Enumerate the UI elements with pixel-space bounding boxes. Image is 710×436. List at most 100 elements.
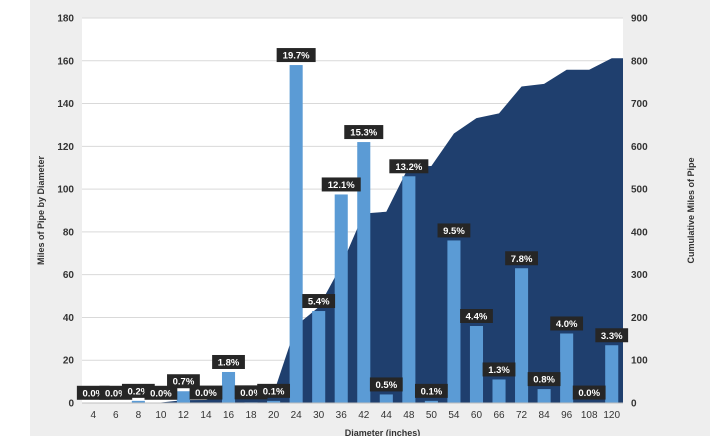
x-tick-label: 6 (113, 410, 119, 421)
bar-84 (537, 389, 551, 403)
y2-tick-label: 800 (631, 56, 648, 67)
x-axis-title: Diameter (inches) (345, 428, 421, 436)
data-label-box (257, 383, 291, 398)
data-label-box (572, 385, 606, 400)
data-label-box (550, 316, 584, 331)
x-tick-label: 30 (313, 410, 325, 421)
y-tick-label: 0 (68, 399, 74, 410)
data-label-30: 5.4% (302, 294, 336, 309)
data-label-box (212, 354, 245, 369)
data-label-box (460, 309, 493, 323)
data-label-text: 1.8% (218, 357, 240, 368)
y-tick-label: 80 (63, 227, 75, 238)
data-label-box (505, 251, 538, 266)
chart-frame: 0.0% 0.0% 0.2% 0.0% 0.7% 0.0% 1.8% 0.0% 0.1% 19.7… (30, 0, 710, 436)
x-tick-label: 20 (268, 410, 280, 421)
data-label-box (527, 372, 561, 387)
y-tick-label: 60 (63, 270, 75, 281)
data-label-108: 0.0% (572, 385, 606, 400)
data-label-box (189, 385, 223, 400)
data-label-box (276, 48, 316, 63)
x-tick-label: 72 (516, 410, 528, 421)
data-label-text: 0.2% (128, 386, 150, 397)
data-label-96: 4.0% (550, 316, 584, 331)
data-label-text: 0.5% (375, 380, 397, 391)
data-label-12: 0.7% (167, 374, 200, 389)
data-label-text: 0.0% (578, 388, 600, 399)
y2-axis-title: Cumulative Miles of Pipe (686, 157, 696, 263)
data-label-120: 3.3% (595, 328, 629, 343)
data-label-text: 13.2% (395, 162, 422, 173)
data-label-text: 0.0% (105, 388, 127, 399)
bar-96 (560, 333, 574, 403)
data-label-text: 9.5% (443, 226, 465, 237)
data-label-20: 0.1% (257, 383, 291, 398)
bar-72 (515, 268, 529, 403)
data-label-box (595, 328, 629, 343)
data-label-text: 15.3% (350, 128, 377, 139)
data-label-box (321, 177, 361, 192)
bar-48 (402, 176, 416, 403)
data-label-14: 0.0% (189, 385, 223, 400)
data-label-text: 0.8% (533, 375, 555, 386)
x-tick-label: 54 (448, 410, 460, 421)
data-label-box (167, 374, 200, 389)
x-tick-label: 96 (561, 410, 573, 421)
y2-tick-label: 500 (631, 185, 648, 196)
bar-42 (357, 142, 371, 404)
data-label-text: 5.4% (308, 297, 330, 308)
data-label-24: 19.7% (276, 48, 316, 63)
data-label-box (344, 125, 384, 140)
bar-16 (221, 371, 236, 403)
y-tick-label: 160 (57, 56, 74, 67)
data-label-text: 0.0% (195, 388, 217, 399)
x-tick-label: 10 (155, 410, 167, 421)
data-label-44: 0.5% (369, 377, 403, 392)
y-axis-title: Miles of Pipe by Diameter (36, 155, 46, 265)
data-label-text: 4.4% (466, 312, 488, 323)
x-tick-label: 36 (336, 410, 348, 421)
x-tick-label: 108 (581, 410, 598, 421)
data-label-66: 1.3% (482, 362, 516, 377)
bar-120 (605, 345, 619, 403)
data-label-42: 15.3% (344, 125, 384, 140)
data-label-84: 0.8% (527, 372, 561, 387)
bar-12 (176, 391, 190, 403)
data-label-box (437, 223, 471, 238)
x-tick-label: 84 (539, 410, 551, 421)
data-label-36: 12.1% (321, 177, 361, 192)
y2-tick-label: 200 (631, 313, 648, 324)
data-label-box (369, 377, 403, 392)
y-tick-label: 40 (63, 313, 75, 324)
bar-24 (289, 65, 303, 404)
x-tick-label: 44 (381, 410, 393, 421)
y2-tick-label: 400 (631, 227, 648, 238)
data-label-text: 3.3% (601, 331, 623, 342)
data-label-box (144, 385, 178, 400)
data-label-box (482, 362, 516, 377)
x-tick-label: 18 (246, 410, 258, 421)
data-label-48: 13.2% (389, 159, 429, 174)
data-label-text: 0.0% (150, 388, 172, 399)
data-label-box (414, 383, 448, 398)
data-label-72: 7.8% (505, 251, 538, 266)
y-tick-label: 100 (57, 185, 74, 196)
bar-60 (469, 326, 484, 403)
y2-tick-label: 900 (631, 14, 648, 25)
x-tick-label: 8 (136, 410, 142, 421)
x-tick-label: 16 (223, 410, 235, 421)
data-label-box (302, 294, 336, 309)
data-label-10: 0.0% (144, 385, 178, 400)
data-label-text: 12.1% (328, 180, 355, 191)
data-label-box (389, 159, 429, 174)
bar-54 (447, 240, 461, 403)
data-label-text: 19.7% (283, 51, 310, 62)
y2-tick-label: 600 (631, 142, 648, 153)
data-label-text: 0.1% (421, 386, 443, 397)
pipe-diameter-chart: 0.0% 0.0% 0.2% 0.0%0.7%0.0%1.8%0.0% 0.1%19.7… (36, 14, 696, 436)
bar-44 (379, 394, 393, 403)
y2-tick-label: 300 (631, 270, 648, 281)
x-tick-label: 66 (493, 410, 505, 421)
data-label-16: 1.8% (212, 354, 245, 369)
bar-20 (267, 400, 281, 403)
